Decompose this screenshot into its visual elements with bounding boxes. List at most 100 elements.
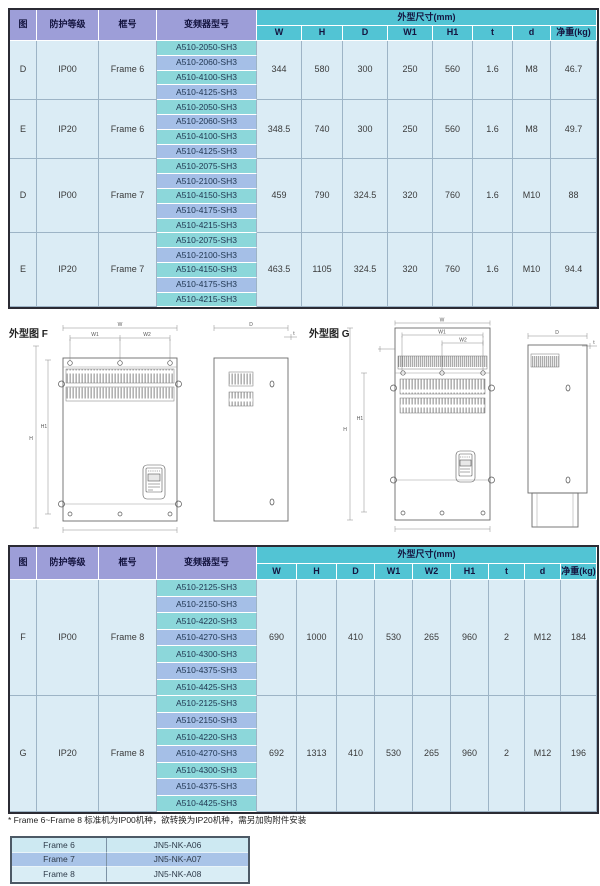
accessory-frame-cell: Frame 8 [12,867,107,882]
model-cell: A510-4270-SH3 [157,745,257,763]
table2-header-dim: W1 [375,563,413,580]
table1-frame-cell: Frame 7 [99,159,157,234]
dim-value-cell: 265 [413,696,451,813]
table1-frame-cell: Frame 6 [99,41,157,101]
dim-value-cell: 1105 [302,233,343,308]
dim-label-h1: H1 [41,424,48,430]
table1-header-dim: W1 [388,25,433,41]
table1-frame-cell: Frame 7 [99,233,157,308]
keypad-g [455,450,476,483]
table-row: A510-4300-SH3 [10,762,597,780]
model-cell: A510-2125-SH3 [157,580,257,597]
dim-value-cell: M10 [513,233,551,308]
model-cell: A510-4300-SH3 [157,646,257,663]
dim-label-w: W [118,322,123,328]
dim-value-cell: 463.5 [257,233,302,308]
table1-protection-cell: IP20 [37,233,99,308]
table2-figure-cell: F [10,580,37,697]
dim-value-cell: 1.6 [473,100,513,160]
dim-value-cell: 344 [257,41,302,101]
outline-drawings: 外型图 F [0,316,600,542]
table1-figure-cell: D [10,41,37,101]
model-cell: A510-2075-SH3 [157,233,257,249]
table-row: D IP00 Frame 7 A510-2075-SH3 459 790 324.5 320 7… [10,159,597,234]
table-row: A510-4100-SH3 [10,70,597,86]
dim-value-cell: 1000 [297,580,337,697]
model-cell: A510-4150-SH3 [157,262,257,278]
table-row: A510-4425-SH3 [10,679,597,697]
model-cell: A510-2100-SH3 [157,248,257,263]
table2-header-dim: t [489,563,525,580]
table-row: D IP00 Frame 6 A510-2050-SH3 344 580 300 250 560… [10,41,597,101]
dim-label-w1: W1 [91,332,99,338]
table-row: A510-4175-SH3 [10,277,597,293]
model-cell: A510-4100-SH3 [157,129,257,145]
model-cell: A510-4220-SH3 [157,729,257,746]
weight-cell: 196 [561,696,598,813]
dim-value-cell: 690 [257,580,297,697]
table1-body: D IP00 Frame 6 A510-2050-SH3 344 580 300 250 560… [10,41,597,308]
model-cell: A510-4220-SH3 [157,613,257,630]
table-row: A510-4125-SH3 [10,144,597,160]
table2-head: 图防护等级 框号 变频器型号 外型尺寸(mm) W H D W1 W2 H1 t d 净重(kg) [10,547,598,580]
dim-value-cell: 1.6 [473,159,513,234]
dim-value-cell: 324.5 [343,159,388,234]
dim-value-cell: 692 [257,696,297,813]
dim-value-cell: 410 [337,580,375,697]
model-cell: A510-2050-SH3 [157,41,257,56]
table1-header-frame: 框号 [99,10,157,41]
dim-value-cell: 740 [302,100,343,160]
table-row: A510-4150-SH3 [10,262,597,278]
weight-cell: 46.7 [551,41,597,101]
table2-frame-cell: Frame 8 [99,696,157,813]
dim-value-cell: 410 [337,696,375,813]
table1-header-figure: 图 [10,10,37,41]
dim-value-cell: 760 [433,233,473,308]
model-cell: A510-4175-SH3 [157,203,257,219]
model-cell: A510-2150-SH3 [157,596,257,614]
model-cell: A510-2060-SH3 [157,114,257,130]
model-cell: A510-4100-SH3 [157,70,257,86]
accessory-table: Frame 6 JN5-NK-A06 Frame 7 JN5-NK-A07 Fr… [10,836,250,884]
table2-frame-cell: Frame 8 [99,580,157,697]
dim-value-cell: 1.6 [473,233,513,308]
model-cell: A510-2075-SH3 [157,159,257,175]
table1-header-dim: t [473,25,513,41]
table2-header-model: 变频器型号 [157,547,257,580]
table1-protection-cell: IP00 [37,41,99,101]
model-cell: A510-4215-SH3 [157,292,257,308]
accessory-row: Frame 7 JN5-NK-A07 [12,852,248,868]
dim-value-cell: 320 [388,159,433,234]
model-cell: A510-2050-SH3 [157,100,257,115]
dim-value-cell: 2 [489,580,525,697]
table1-header-weight: 净重(kg) [551,25,597,41]
accessory-part-cell: JN5-NK-A08 [107,867,248,882]
table-row: A510-2150-SH3 [10,596,597,614]
dim-value-cell: 250 [388,41,433,101]
dim-label-h1: H1 [357,416,364,422]
table1-header-dims-group: 外型尺寸(mm) [257,10,597,26]
footnote: * Frame 6~Frame 8 标准机为IP00机种，欲转换为IP20机种，… [8,815,307,825]
dim-label-d: D [555,330,559,336]
accessory-frame-cell: Frame 7 [12,852,107,868]
table-row: A510-2060-SH3 [10,114,597,130]
table-row: F IP00 Frame 8 A510-2125-SH3 690 1000 410 530 26… [10,580,598,697]
outline-drawing-g: 外型图 G [300,316,600,542]
dim-value-cell: 1.6 [473,41,513,101]
table-row: A510-2150-SH3 [10,712,597,730]
table-row: A510-2100-SH3 [10,174,597,189]
table2-header-dim: W2 [413,563,451,580]
dim-value-cell: 560 [433,100,473,160]
table-row: E IP20 Frame 7 A510-2075-SH3 463.5 1105 324.5 3… [10,233,597,308]
table2-header-dim: d [525,563,561,580]
outline-drawing-f: 外型图 F [0,316,300,542]
dim-label-w2: W2 [459,338,467,344]
table1-figure-cell: D [10,159,37,234]
dim-value-cell: 1313 [297,696,337,813]
table2-header-dim: W [257,563,297,580]
weight-cell: 88 [551,159,597,234]
model-cell: A510-4375-SH3 [157,662,257,680]
table-row: A510-4215-SH3 [10,292,597,308]
table-row: E IP20 Frame 6 A510-2050-SH3 348.5 740 300 250 5… [10,100,597,160]
